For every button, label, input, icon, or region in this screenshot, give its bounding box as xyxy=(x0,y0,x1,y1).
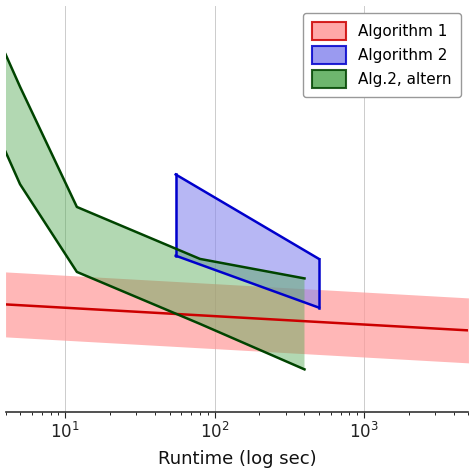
Polygon shape xyxy=(176,174,319,308)
Legend: Algorithm 1, Algorithm 2, Alg.2, altern: Algorithm 1, Algorithm 2, Alg.2, altern xyxy=(303,13,461,97)
Polygon shape xyxy=(6,55,304,369)
X-axis label: Runtime (log sec): Runtime (log sec) xyxy=(158,450,316,468)
